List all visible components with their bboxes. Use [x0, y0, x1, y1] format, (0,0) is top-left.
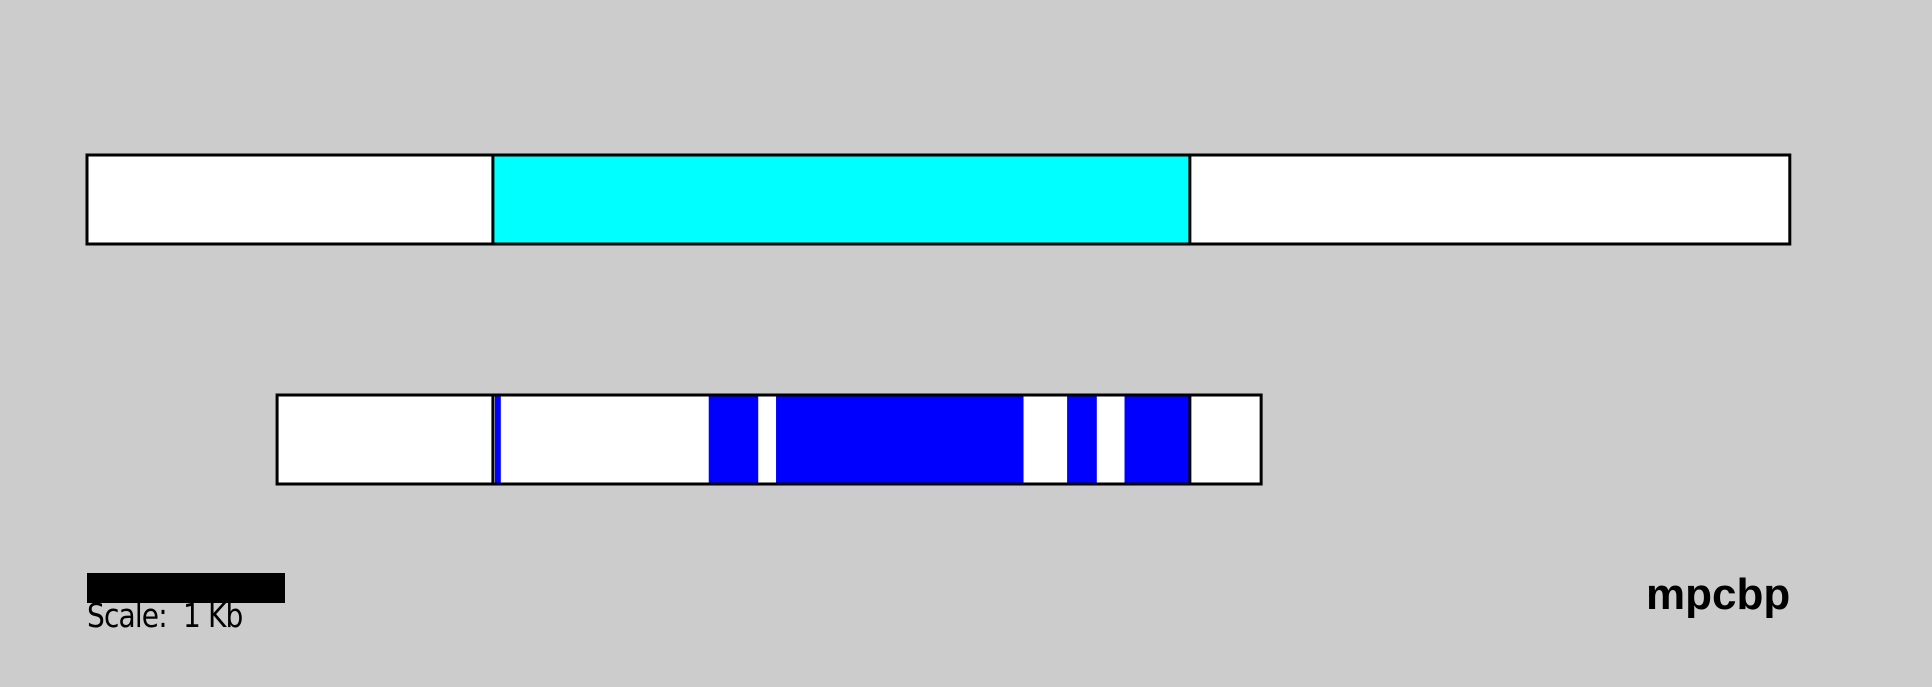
track-transcript-outline — [275, 393, 1263, 486]
track-genomic-outline — [85, 153, 1792, 246]
scale-label: Scale: 1 Kb — [87, 596, 243, 635]
gene-name: mpcbp — [1646, 570, 1791, 619]
track-transcript-feature — [776, 395, 1024, 484]
track-transcript-feature — [1124, 395, 1190, 484]
track-transcript-body — [277, 395, 1262, 484]
scale-bar — [87, 573, 285, 603]
track-transcript-feature — [708, 395, 759, 484]
track-transcript-feature — [494, 395, 501, 484]
track-genomic-feature — [492, 155, 1190, 244]
track-transcript-feature — [1067, 395, 1097, 484]
